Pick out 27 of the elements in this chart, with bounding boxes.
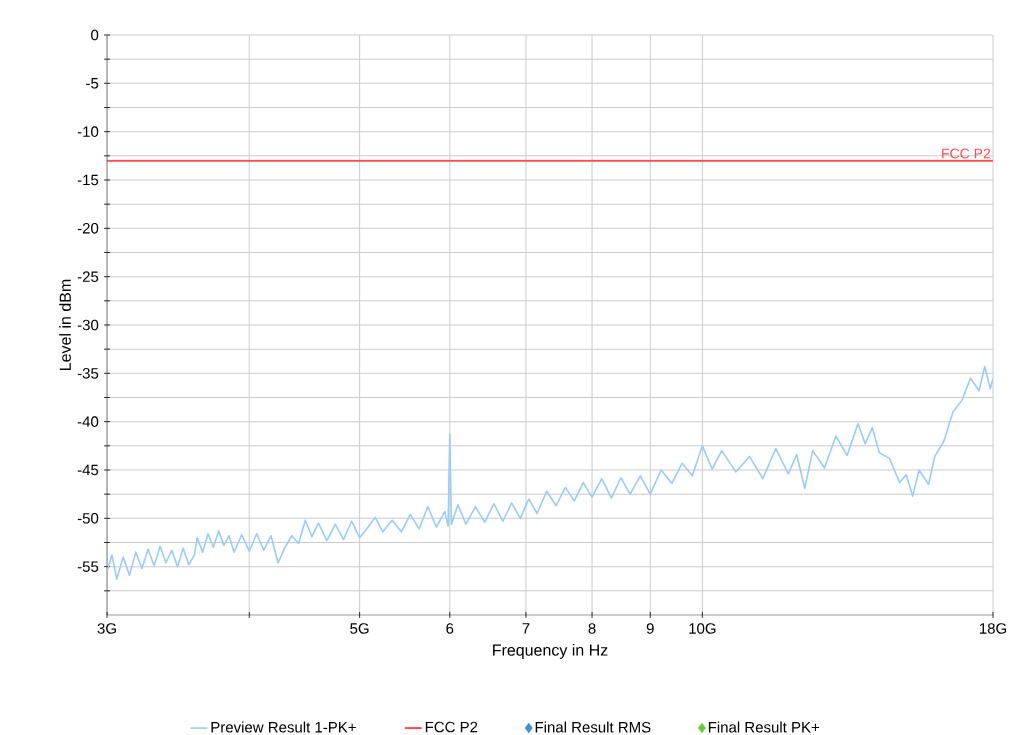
- y-tick-label: -50: [77, 513, 99, 524]
- x-tick-label: 7: [522, 623, 530, 634]
- y-tick-label: -25: [77, 271, 99, 282]
- x-tick-label: 9: [646, 623, 654, 634]
- y-axis-title: Level in dBm: [59, 279, 71, 370]
- y-tick-label: -20: [77, 223, 99, 234]
- x-tick-label: 3G: [97, 623, 116, 634]
- x-tick-label: 6: [446, 623, 454, 634]
- y-tick-label: -45: [77, 464, 99, 476]
- x-tick-label: 18G: [979, 623, 1007, 634]
- legend-label: Final Result PK+: [708, 721, 820, 733]
- y-tick-label: -10: [77, 126, 99, 137]
- annotation: FCC P2: [942, 148, 991, 159]
- y-tick-label: -5: [86, 78, 99, 89]
- x-tick-label: 10G: [689, 623, 716, 634]
- y-tick-label: 0: [91, 29, 99, 41]
- x-tick-label: 5G: [350, 623, 369, 634]
- x-tick-label: 8: [588, 623, 596, 634]
- x-axis-title: Frequency in Hz: [493, 644, 608, 659]
- legend-label: Preview Result 1-PK+: [211, 721, 356, 733]
- y-tick-label: -35: [77, 368, 99, 379]
- legend-label: Final Result RMS: [535, 721, 651, 733]
- y-tick-label: -30: [77, 319, 99, 331]
- legend-label: FCC P2: [425, 721, 478, 733]
- y-tick-label: -15: [77, 174, 99, 186]
- y-tick-label: -40: [77, 416, 99, 427]
- y-tick-label: -55: [77, 561, 99, 572]
